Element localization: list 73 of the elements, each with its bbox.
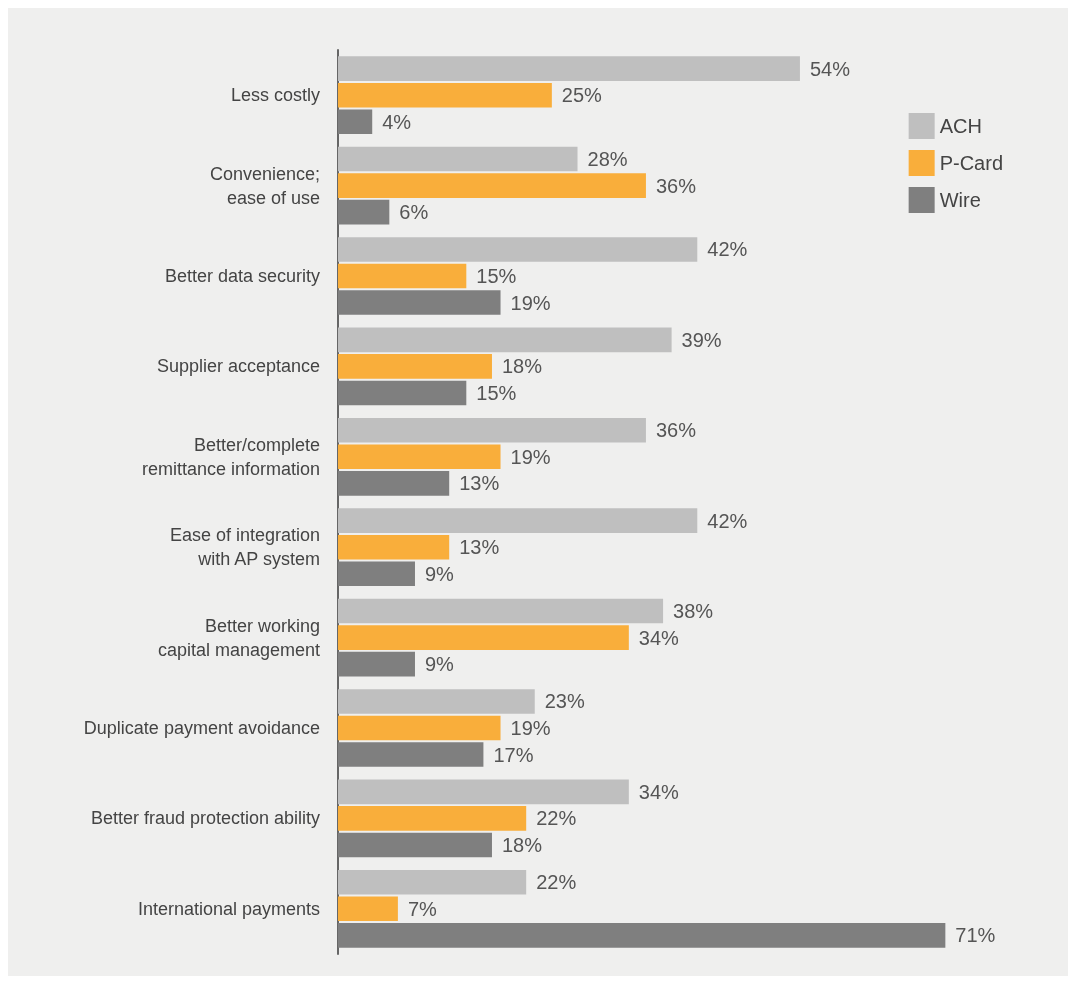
legend-label: Wire bbox=[939, 189, 981, 211]
bar bbox=[338, 779, 629, 805]
bar bbox=[338, 56, 800, 81]
bar bbox=[338, 806, 527, 831]
y-tick-label: International payments bbox=[137, 898, 320, 919]
legend-label: P-Card bbox=[939, 152, 1004, 174]
bar bbox=[338, 689, 535, 714]
data-label: 13% bbox=[459, 472, 500, 495]
data-label: 15% bbox=[476, 381, 517, 404]
bar bbox=[338, 651, 415, 677]
bar bbox=[338, 598, 664, 624]
data-label: 7% bbox=[407, 897, 437, 920]
bar bbox=[338, 417, 646, 443]
data-label: 19% bbox=[510, 291, 551, 314]
data-label: 34% bbox=[638, 626, 680, 649]
bar bbox=[338, 896, 398, 922]
bar bbox=[338, 263, 467, 289]
bar bbox=[338, 327, 672, 353]
data-label: 22% bbox=[536, 871, 577, 894]
bar bbox=[338, 923, 946, 948]
bar bbox=[338, 173, 646, 198]
data-label: 9% bbox=[424, 562, 455, 585]
bar bbox=[338, 380, 467, 406]
bar bbox=[338, 869, 527, 895]
data-label: 18% bbox=[501, 355, 543, 378]
y-tick-label: Better/complete remittance information bbox=[141, 434, 320, 479]
bar bbox=[338, 146, 578, 172]
bar bbox=[338, 561, 415, 587]
data-label: 25% bbox=[561, 84, 603, 107]
data-label: 28% bbox=[587, 148, 628, 171]
data-label: 18% bbox=[501, 833, 543, 856]
data-label: 15% bbox=[476, 265, 517, 287]
y-tick-label: Better data security bbox=[164, 266, 320, 286]
data-label: 36% bbox=[655, 174, 697, 197]
bar bbox=[338, 290, 501, 315]
data-label: 17% bbox=[493, 743, 534, 766]
bar bbox=[338, 742, 484, 767]
data-label: 34% bbox=[638, 780, 680, 803]
bar bbox=[338, 625, 629, 650]
data-label: 6% bbox=[399, 201, 429, 224]
data-label: 13% bbox=[459, 536, 500, 559]
bar bbox=[338, 471, 450, 496]
y-tick-label: Duplicate payment avoidance bbox=[83, 718, 320, 738]
bar bbox=[338, 199, 390, 225]
bar bbox=[338, 715, 501, 741]
bar bbox=[338, 109, 373, 135]
y-tick-label: Better working capital management bbox=[157, 615, 320, 660]
bar bbox=[338, 832, 492, 858]
data-label: 23% bbox=[544, 690, 585, 713]
bar bbox=[338, 354, 492, 379]
bar bbox=[338, 508, 698, 533]
bar bbox=[338, 82, 552, 108]
legend-label: ACH bbox=[939, 115, 982, 137]
data-label: 4% bbox=[382, 110, 412, 133]
data-label: 42% bbox=[707, 238, 748, 261]
bar bbox=[338, 237, 698, 262]
data-label: 9% bbox=[424, 653, 455, 676]
y-tick-label: Better fraud protection ability bbox=[90, 808, 320, 829]
y-tick-label: Convenience; ease of use bbox=[209, 163, 320, 208]
data-label: 36% bbox=[655, 419, 697, 442]
bar bbox=[338, 534, 450, 560]
data-label: 22% bbox=[536, 807, 577, 830]
data-label: 19% bbox=[510, 717, 551, 739]
bar bbox=[338, 444, 501, 470]
data-label: 71% bbox=[955, 924, 996, 947]
y-tick-label: Ease of integration with AP system bbox=[169, 525, 320, 570]
data-label: 39% bbox=[681, 328, 722, 351]
data-label: 42% bbox=[707, 509, 748, 532]
data-label: 19% bbox=[510, 445, 551, 468]
data-label: 38% bbox=[673, 600, 714, 623]
y-tick-label: Less costly bbox=[230, 85, 320, 106]
data-label: 54% bbox=[809, 57, 851, 80]
y-tick-label: Supplier acceptance bbox=[156, 356, 320, 377]
